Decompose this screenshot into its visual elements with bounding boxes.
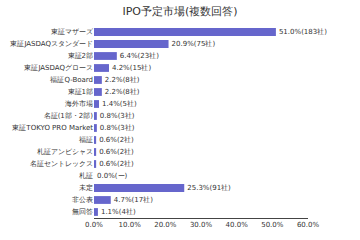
- svg-text:海外市場: 海外市場: [65, 100, 93, 108]
- svg-text:2.2%(8社): 2.2%(8社): [105, 88, 140, 96]
- svg-text:2.2%(8社): 2.2%(8社): [105, 76, 140, 84]
- svg-text:0.8%(3社): 0.8%(3社): [100, 112, 135, 120]
- svg-text:0.6%(2社): 0.6%(2社): [99, 148, 134, 156]
- svg-text:東証2部: 東証2部: [68, 52, 93, 60]
- svg-text:0.8%(3社): 0.8%(3社): [100, 124, 135, 132]
- svg-text:30.0%: 30.0%: [190, 221, 213, 229]
- svg-text:東証JASDAQスタンダード: 東証JASDAQスタンダード: [10, 40, 93, 48]
- svg-text:福証Q-Board: 福証Q-Board: [50, 76, 93, 84]
- svg-text:札証: 札証: [79, 172, 93, 180]
- svg-text:10.0%: 10.0%: [119, 221, 142, 229]
- svg-text:25.3%(91社): 25.3%(91社): [187, 184, 231, 192]
- svg-text:0.0%(ー): 0.0%(ー): [97, 172, 128, 180]
- svg-text:無回答: 無回答: [72, 208, 93, 216]
- svg-text:0.0%: 0.0%: [85, 221, 103, 229]
- svg-text:名証(1部・2部): 名証(1部・2部): [44, 112, 94, 120]
- svg-text:1.4%(5社): 1.4%(5社): [102, 100, 137, 108]
- svg-text:東証JASDAQグロース: 東証JASDAQグロース: [24, 64, 93, 72]
- svg-text:60.0%: 60.0%: [297, 221, 320, 229]
- svg-text:1.1%(4社): 1.1%(4社): [101, 208, 136, 216]
- svg-text:20.9%(75社): 20.9%(75社): [172, 40, 216, 48]
- svg-text:4.2%(15社): 4.2%(15社): [112, 64, 151, 72]
- svg-text:札証アンビシャス: 札証アンビシャス: [37, 148, 93, 156]
- svg-text:東証TOKYO PRO Market: 東証TOKYO PRO Market: [12, 124, 93, 132]
- svg-text:0.6%(2社): 0.6%(2社): [99, 136, 134, 144]
- svg-text:51.0%(183社): 51.0%(183社): [279, 28, 327, 36]
- svg-text:40.0%: 40.0%: [226, 221, 249, 229]
- svg-text:IPO予定市場(複数回答): IPO予定市場(複数回答): [122, 5, 237, 18]
- svg-text:20.0%: 20.0%: [154, 221, 177, 229]
- svg-text:4.7%(17社): 4.7%(17社): [114, 196, 153, 204]
- svg-text:東証1部: 東証1部: [68, 88, 93, 96]
- svg-text:未定: 未定: [79, 184, 93, 192]
- svg-text:東証マザーズ: 東証マザーズ: [51, 28, 94, 36]
- svg-text:非公表: 非公表: [72, 196, 93, 204]
- svg-text:福証: 福証: [79, 136, 93, 144]
- svg-text:0.6%(2社): 0.6%(2社): [99, 160, 134, 168]
- svg-text:50.0%: 50.0%: [261, 221, 284, 229]
- svg-text:名証セントレックス: 名証セントレックス: [30, 160, 93, 168]
- svg-text:6.4%(23社): 6.4%(23社): [120, 52, 159, 60]
